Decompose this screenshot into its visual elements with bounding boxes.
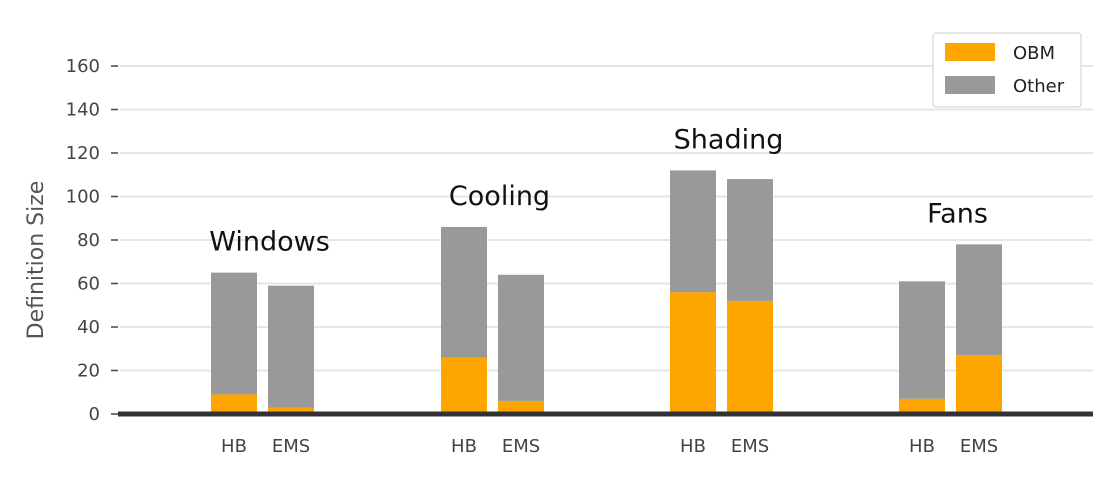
legend-swatch xyxy=(945,76,995,94)
y-tick-label: 160 xyxy=(66,56,100,77)
axes: 0 20 40 60 80 100 120 140 160 Definition Size xyxy=(24,56,1093,425)
bar-segment-other xyxy=(956,244,1002,356)
bar-segment-obm xyxy=(956,355,1002,414)
x-tick-label: HB xyxy=(680,436,706,457)
y-tick-label: 20 xyxy=(77,361,100,382)
group-label: Cooling xyxy=(449,181,550,212)
group-label: Windows xyxy=(209,227,330,258)
legend-label: Other xyxy=(1013,76,1065,97)
legend-swatch xyxy=(945,43,995,61)
bar-segment-other xyxy=(211,272,257,395)
legend: OBM Other xyxy=(932,32,1082,108)
x-tick-label: EMS xyxy=(731,436,769,457)
bar-segment-other xyxy=(268,285,314,408)
bar-segment-obm xyxy=(899,398,945,414)
y-tick-label: 100 xyxy=(66,187,100,208)
y-tick-label: 40 xyxy=(77,317,100,338)
bar-segment-obm xyxy=(441,357,487,414)
bar-segment-obm xyxy=(727,300,773,414)
bar-segment-other xyxy=(441,226,487,358)
legend-label: OBM xyxy=(1013,43,1055,64)
y-tick-label: 0 xyxy=(89,404,100,425)
bar-segment-obm xyxy=(211,394,257,414)
group-label: Shading xyxy=(674,124,784,155)
bar-segment-obm xyxy=(268,407,314,414)
y-tick-label: 120 xyxy=(66,143,100,164)
x-tick-label: HB xyxy=(451,436,477,457)
bar-segment-obm xyxy=(498,400,544,414)
bar-segment-other xyxy=(899,281,945,399)
y-tick-label: 60 xyxy=(77,274,100,295)
x-tick-label: EMS xyxy=(502,436,540,457)
bar-segment-obm xyxy=(670,292,716,414)
bar-segment-other xyxy=(498,274,544,401)
bar-segment-other xyxy=(727,179,773,301)
y-tick-label: 140 xyxy=(66,100,100,121)
bars xyxy=(211,170,1002,414)
group-label: Fans xyxy=(927,198,988,229)
labels: HB EMS Windows HB EMS Cooling HB EMS Shading HB EM… xyxy=(209,124,998,457)
x-tick-label: HB xyxy=(221,436,247,457)
x-tick-label: EMS xyxy=(960,436,998,457)
y-tick-label: 80 xyxy=(77,230,100,251)
x-tick-label: HB xyxy=(909,436,935,457)
y-axis-label: Definition Size xyxy=(24,181,49,340)
bar-segment-other xyxy=(670,170,716,293)
x-tick-label: EMS xyxy=(272,436,310,457)
